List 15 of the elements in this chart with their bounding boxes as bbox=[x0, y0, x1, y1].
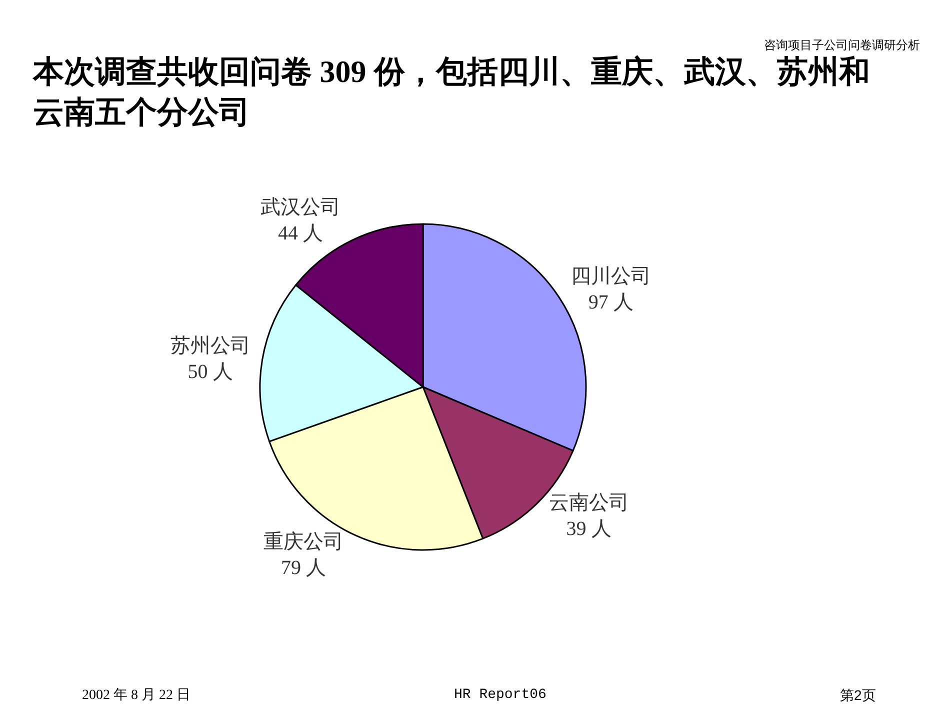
slice-label: 云南公司 bbox=[548, 492, 629, 514]
slice-label: 武汉公司 bbox=[260, 196, 340, 219]
chart-title: 本次调查共收回问卷 309 份，包括四川、重庆、武汉、苏州和云南五个分公司 bbox=[32, 54, 870, 130]
text: 2002 年 8 月 22 日 bbox=[82, 687, 190, 703]
data-label: 50 人 bbox=[188, 361, 233, 384]
text: 第2页 bbox=[840, 687, 876, 703]
data-label: 97 人 bbox=[588, 292, 634, 314]
data-label: 39 人 bbox=[566, 518, 612, 540]
text: 咨询项目子公司问卷调研分析 bbox=[764, 38, 920, 52]
slice-label: 苏州公司 bbox=[170, 335, 250, 358]
slice-label: 重庆公司 bbox=[263, 531, 344, 554]
text: HR Report06 bbox=[454, 687, 546, 703]
data-label: 44 人 bbox=[278, 222, 323, 245]
data-label: 79 人 bbox=[280, 557, 326, 580]
slice-label: 四川公司 bbox=[570, 266, 651, 288]
